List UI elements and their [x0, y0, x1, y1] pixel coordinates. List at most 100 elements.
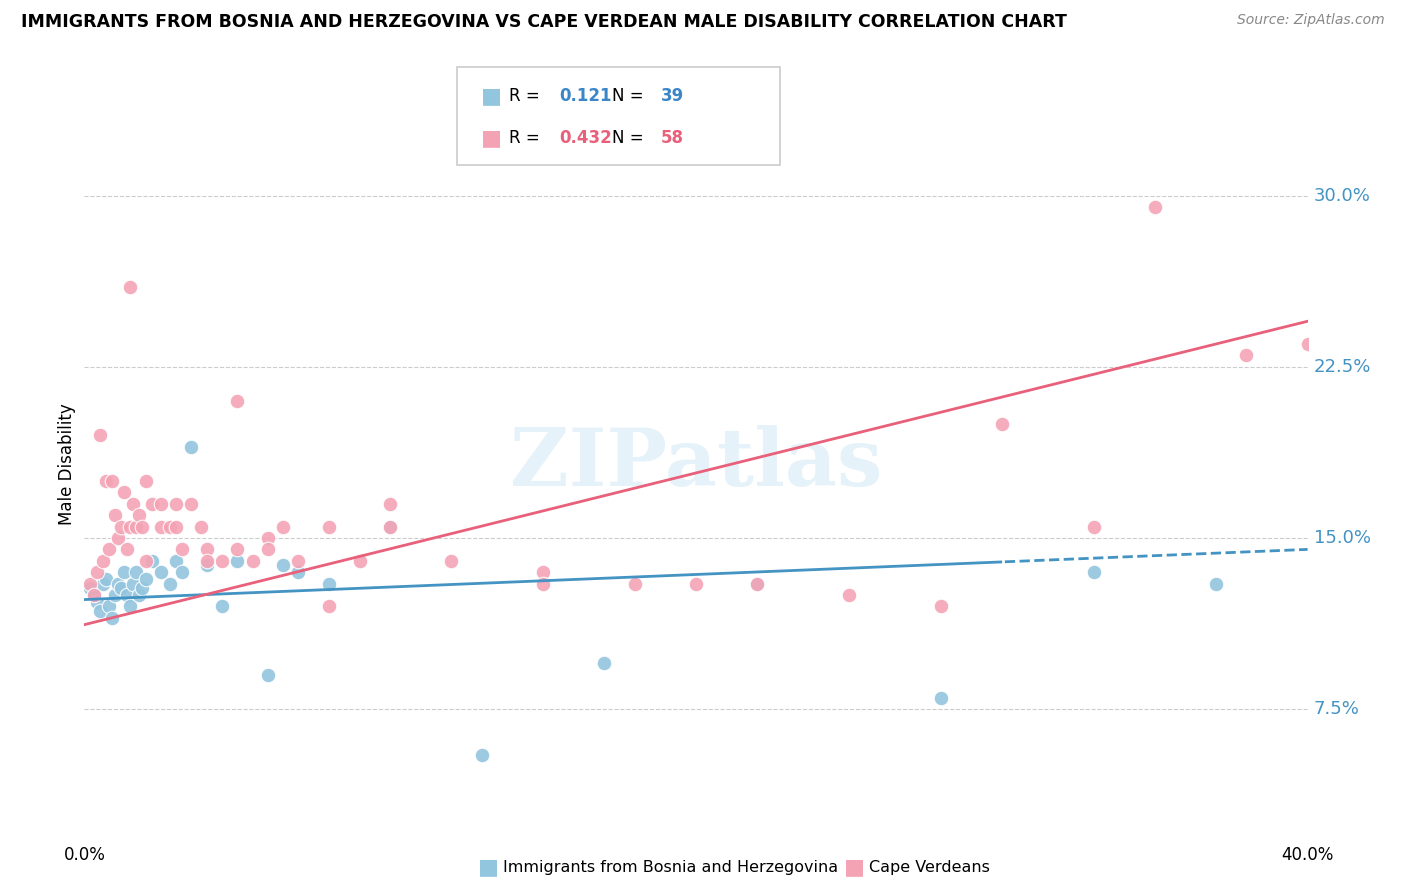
Point: [159, 519, 181, 533]
Point: [226, 394, 249, 409]
Point: [115, 542, 138, 557]
Point: [141, 554, 163, 568]
Point: [471, 747, 494, 762]
Point: [929, 599, 952, 614]
Point: [141, 497, 163, 511]
Point: [149, 565, 172, 579]
Point: [747, 576, 769, 591]
Point: [440, 554, 463, 568]
Point: [125, 565, 148, 579]
Point: [122, 576, 145, 591]
Point: [86, 565, 108, 579]
Point: [104, 588, 127, 602]
Point: [380, 497, 402, 511]
Point: [271, 558, 294, 573]
Point: [531, 576, 554, 591]
Point: [172, 565, 194, 579]
Point: [101, 611, 124, 625]
Point: [165, 497, 187, 511]
Point: [287, 565, 309, 579]
Text: N =: N =: [612, 87, 648, 105]
Point: [929, 690, 952, 705]
Point: [991, 417, 1014, 431]
Text: ■: ■: [481, 87, 502, 106]
Point: [180, 440, 202, 454]
Point: [86, 595, 108, 609]
Point: [89, 604, 111, 618]
Point: [125, 519, 148, 533]
Point: [318, 599, 340, 614]
Point: [1143, 200, 1166, 214]
Text: Immigrants from Bosnia and Herzegovina: Immigrants from Bosnia and Herzegovina: [503, 860, 838, 874]
Point: [122, 497, 145, 511]
Point: [226, 554, 249, 568]
Point: [190, 519, 212, 533]
Point: [287, 554, 309, 568]
Point: [131, 519, 153, 533]
Point: [380, 519, 402, 533]
Point: [1083, 565, 1105, 579]
Point: [226, 542, 249, 557]
Text: 0.121: 0.121: [560, 87, 612, 105]
Point: [101, 474, 124, 488]
Point: [149, 519, 172, 533]
Text: ■: ■: [844, 857, 865, 877]
Point: [318, 576, 340, 591]
Point: [180, 497, 202, 511]
Point: [135, 554, 157, 568]
Point: [79, 576, 101, 591]
Point: [79, 581, 101, 595]
Text: ZIPatlas: ZIPatlas: [510, 425, 882, 503]
Text: 15.0%: 15.0%: [1313, 529, 1371, 547]
Point: [97, 599, 120, 614]
Point: [1234, 349, 1257, 363]
Point: [593, 657, 616, 671]
Point: [195, 542, 218, 557]
Text: 39: 39: [661, 87, 685, 105]
Point: [349, 554, 371, 568]
Text: ■: ■: [481, 128, 502, 148]
Point: [257, 668, 280, 682]
Point: [135, 474, 157, 488]
Point: [165, 554, 187, 568]
Point: [195, 554, 218, 568]
Point: [172, 542, 194, 557]
Point: [318, 519, 340, 533]
Point: [531, 565, 554, 579]
Point: [120, 280, 142, 294]
Point: [149, 497, 172, 511]
Point: [1205, 576, 1227, 591]
Point: [128, 508, 150, 523]
Point: [1296, 337, 1319, 351]
Point: [257, 531, 280, 545]
Point: [211, 599, 233, 614]
Point: [107, 531, 129, 545]
Text: 22.5%: 22.5%: [1313, 358, 1371, 376]
Point: [747, 576, 769, 591]
Point: [128, 588, 150, 602]
Point: [165, 519, 187, 533]
Point: [120, 599, 142, 614]
Point: [211, 554, 233, 568]
Point: [83, 588, 105, 602]
Point: [110, 519, 132, 533]
Point: [131, 581, 153, 595]
Point: [89, 428, 111, 442]
Text: 7.5%: 7.5%: [1313, 700, 1360, 718]
Point: [91, 576, 114, 591]
Text: 0.0%: 0.0%: [63, 846, 105, 864]
Point: [112, 565, 135, 579]
Point: [107, 576, 129, 591]
Point: [112, 485, 135, 500]
Text: 40.0%: 40.0%: [1281, 846, 1334, 864]
Point: [83, 588, 105, 602]
Text: R =: R =: [509, 87, 546, 105]
Point: [257, 542, 280, 557]
Point: [271, 519, 294, 533]
Text: 58: 58: [661, 129, 683, 147]
Point: [91, 554, 114, 568]
Text: IMMIGRANTS FROM BOSNIA AND HERZEGOVINA VS CAPE VERDEAN MALE DISABILITY CORRELATI: IMMIGRANTS FROM BOSNIA AND HERZEGOVINA V…: [21, 13, 1067, 31]
Point: [115, 588, 138, 602]
Point: [242, 554, 264, 568]
Point: [195, 558, 218, 573]
